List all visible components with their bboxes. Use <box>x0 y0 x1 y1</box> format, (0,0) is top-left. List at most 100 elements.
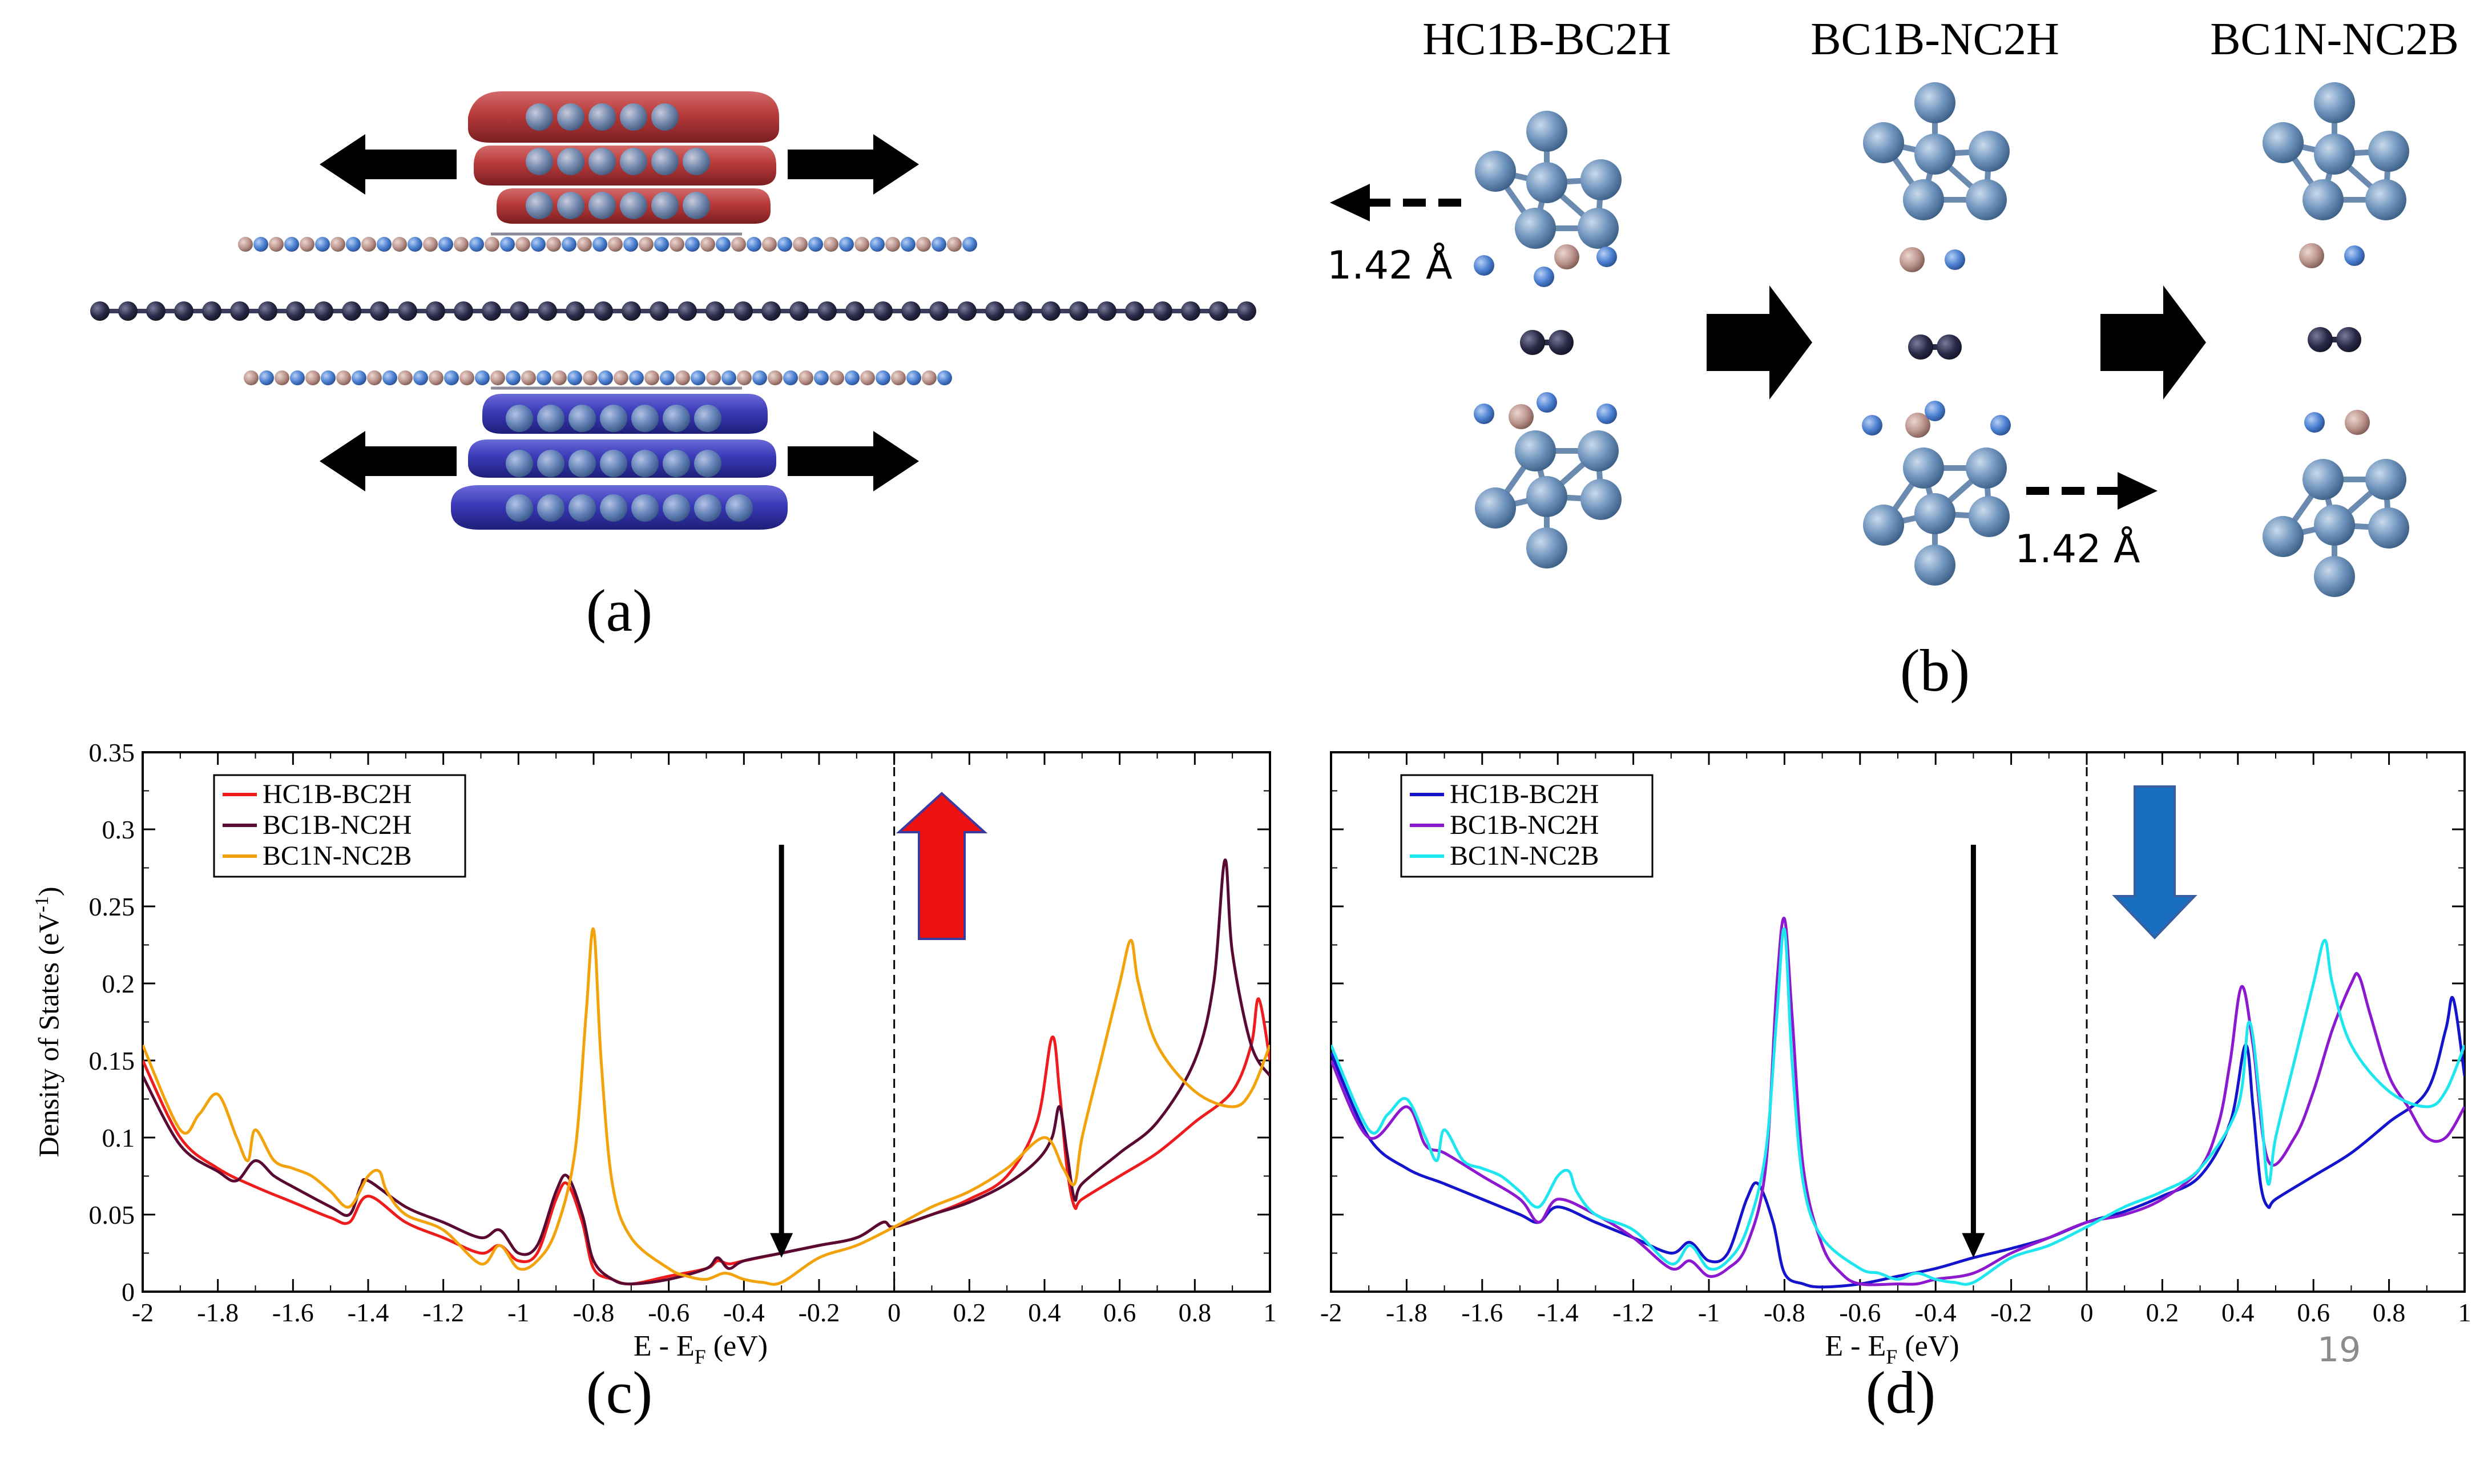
bn-chain-atom <box>423 237 438 252</box>
y-tick-label: 0 <box>122 1277 135 1306</box>
bn-chain-atom <box>336 370 351 385</box>
bn-chain-atom <box>885 237 900 252</box>
cluster-atom <box>2314 82 2355 123</box>
cluster-atom <box>1475 151 1516 192</box>
cluster-atom <box>1863 122 1904 163</box>
series-line-bc1n-nc2b <box>143 927 1270 1286</box>
cluster-atom <box>557 103 584 131</box>
x-tick-label: 0.4 <box>2221 1298 2255 1327</box>
carbon-chain-atom <box>454 301 473 321</box>
bn-chain-atom <box>799 370 813 385</box>
bn-chain-atom <box>808 237 823 252</box>
bn-chain-atom <box>444 370 459 385</box>
bn-chain-atom <box>654 237 669 252</box>
cluster-atom <box>620 192 647 219</box>
bn-chain-atom <box>438 237 453 252</box>
y-tick-label: 0.35 <box>89 738 135 767</box>
bn-chain-atom <box>583 370 598 385</box>
carbon-dimer-atom <box>1549 330 1574 355</box>
bn-chain-atom <box>731 237 746 252</box>
y-tick-label: 0.3 <box>102 815 135 844</box>
cluster-atom <box>2302 179 2344 220</box>
x-tick-label: -2 <box>1320 1298 1342 1327</box>
cluster-atom <box>651 148 679 175</box>
series-line-bc1b-nc2h <box>143 858 1270 1285</box>
carbon-chain-atom <box>510 301 529 321</box>
bn-chain-atom <box>546 237 561 252</box>
legend-d-label-1: HC1B-BC2H <box>1450 779 1599 809</box>
cluster-atom <box>537 450 564 477</box>
shift-label-right: 1.42 Å <box>2015 526 2140 572</box>
bn-chain-atom <box>716 237 731 252</box>
x-tick-label: 0.8 <box>2373 1298 2406 1327</box>
carbon-chain-atom <box>230 301 249 321</box>
carbon-dimer-atom <box>1937 334 1962 360</box>
carbon-dimer-atom <box>2336 327 2361 352</box>
cluster-atom <box>1914 493 1955 534</box>
bn-chain-atom <box>300 237 314 252</box>
bn-chain-atom <box>891 370 906 385</box>
cluster-atom <box>506 450 533 477</box>
boron-atom <box>1900 247 1925 272</box>
carbon-chain-atom <box>1153 301 1172 321</box>
bn-chain-atom <box>500 237 515 252</box>
legend-d-label-2: BC1B-NC2H <box>1450 810 1599 840</box>
arrow-right-top <box>788 134 919 195</box>
marker-arrow-head <box>1962 1233 1985 1258</box>
bn-chain-atom <box>475 370 490 385</box>
panel-c-label: (c) <box>586 1359 653 1426</box>
panel-a: (a) <box>90 91 1256 644</box>
bn-chain-atom <box>244 370 259 385</box>
carbon-chain-atom <box>1209 301 1228 321</box>
state-title-1: HC1B-BC2H <box>1422 14 1671 64</box>
nitrogen-atom <box>1990 415 2011 435</box>
cluster-atom <box>620 148 647 175</box>
bn-chain-atom <box>269 237 284 252</box>
cluster-atom <box>1914 82 1955 123</box>
bn-chain-atom <box>598 370 613 385</box>
nitrogen-atom <box>1474 255 1494 276</box>
legend-c: HC1B-BC2H BC1B-NC2H BC1N-NC2B <box>213 774 466 878</box>
bn-chain-atom <box>284 237 299 252</box>
bn-chain-atom <box>515 237 530 252</box>
x-tick-label: -1.4 <box>1537 1298 1579 1327</box>
cluster-atom <box>1515 430 1556 471</box>
x-tick-label: 0 <box>2080 1298 2094 1327</box>
arrow-left-top <box>320 134 457 195</box>
cluster-atom <box>2314 505 2355 546</box>
x-tick-label: 0.6 <box>2297 1298 2330 1327</box>
x-tick-label: -1 <box>507 1298 529 1327</box>
carbon-chain-atom <box>482 301 501 321</box>
x-tick-label: -1.8 <box>1386 1298 1428 1327</box>
x-tick-label: 0.6 <box>1103 1298 1136 1327</box>
nitrogen-atom <box>1596 404 1617 424</box>
bn-chain-atom <box>552 370 567 385</box>
bn-chain-atom <box>454 237 469 252</box>
cluster-atom <box>526 148 553 175</box>
carbon-chain-atom <box>678 301 697 321</box>
x-tick-label: 1 <box>2458 1298 2471 1327</box>
cluster-atom <box>1903 447 1944 489</box>
legend-c-label-2: BC1B-NC2H <box>263 810 412 840</box>
cluster-atom <box>1903 179 1944 220</box>
cluster-atom <box>588 103 616 131</box>
cluster-atom <box>557 148 584 175</box>
cluster-atom <box>1515 208 1556 249</box>
y-tick-label: 0.1 <box>102 1123 135 1152</box>
carbon-chain-atom <box>258 301 277 321</box>
carbon-chain-atom <box>426 301 445 321</box>
arrow-left-bottom <box>320 431 457 491</box>
x-tick-label: -1.4 <box>348 1298 389 1327</box>
bn-chain-atom <box>490 370 505 385</box>
carbon-chain-atom <box>286 301 305 321</box>
transition-arrow-2 <box>2100 285 2206 400</box>
dos-chart-spin-down: -2 -1.8 -1.6 -1.4 -1.2 -1 -0.8 -0.6 -0.4 -0.2 0 0.2… <box>1320 751 2471 1368</box>
x-tick-label: -2 <box>132 1298 154 1327</box>
bn-chain-atom <box>876 370 890 385</box>
cluster-atom <box>2302 459 2344 500</box>
bn-chain-atom <box>531 237 546 252</box>
legend-d-label-3: BC1N-NC2B <box>1450 841 1599 871</box>
boron-atom <box>2345 410 2370 435</box>
nitrogen-atom <box>1474 404 1494 424</box>
bn-chain-atom <box>614 370 628 385</box>
